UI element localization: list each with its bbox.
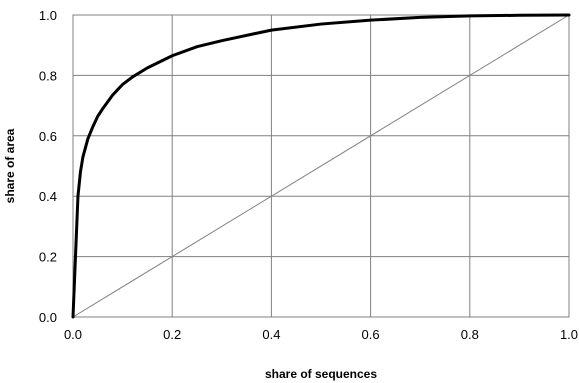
x-tick-label: 0.4 — [262, 327, 280, 342]
series-line-diagonal — [72, 14, 570, 318]
plot-area-frame — [72, 14, 570, 318]
x-tick-label: 0.0 — [64, 327, 82, 342]
y-axis-title: share of area — [3, 128, 17, 203]
y-tick-label: 0.6 — [39, 129, 57, 144]
y-tick-label: 0.2 — [39, 250, 57, 265]
x-tick-label: 0.2 — [163, 327, 181, 342]
x-tick-label: 0.8 — [461, 327, 479, 342]
series-layer — [71, 13, 571, 319]
series-line-curve — [71, 13, 571, 319]
y-tick-label: 1.0 — [39, 8, 57, 23]
x-axis-title: share of sequences — [265, 367, 377, 381]
x-tick-label: 0.6 — [362, 327, 380, 342]
y-axis-ticks: 0.0 0.2 0.4 0.6 0.8 1.0 — [39, 8, 57, 325]
x-tick-label: 1.0 — [560, 327, 578, 342]
y-tick-label: 0.8 — [39, 68, 57, 83]
x-axis-ticks: 0.0 0.2 0.4 0.6 0.8 1.0 — [64, 327, 578, 342]
y-tick-label: 0.4 — [39, 189, 57, 204]
y-tick-label: 0.0 — [39, 310, 57, 325]
